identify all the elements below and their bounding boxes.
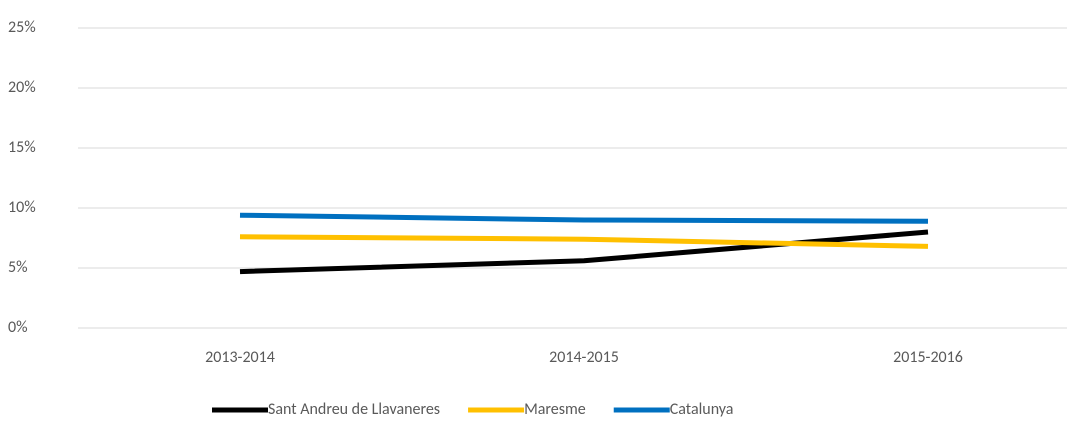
x-tick-label: 2013-2014: [205, 348, 275, 367]
y-tick-label: 25%: [8, 18, 36, 37]
y-tick-label: 5%: [8, 258, 28, 277]
x-tick-label: 2014-2015: [549, 348, 619, 367]
legend-label: Maresme: [524, 400, 586, 419]
legend-label: Sant Andreu de Llavaneres: [268, 400, 440, 419]
y-tick-label: 20%: [8, 78, 36, 97]
legend-label: Catalunya: [670, 400, 734, 419]
y-tick-label: 10%: [8, 198, 36, 217]
series-line: [239, 212, 929, 224]
x-tick-label: 2015-2016: [893, 348, 963, 367]
y-tick-label: 0%: [8, 318, 28, 337]
series-line: [239, 234, 929, 249]
y-tick-label: 15%: [8, 138, 36, 157]
